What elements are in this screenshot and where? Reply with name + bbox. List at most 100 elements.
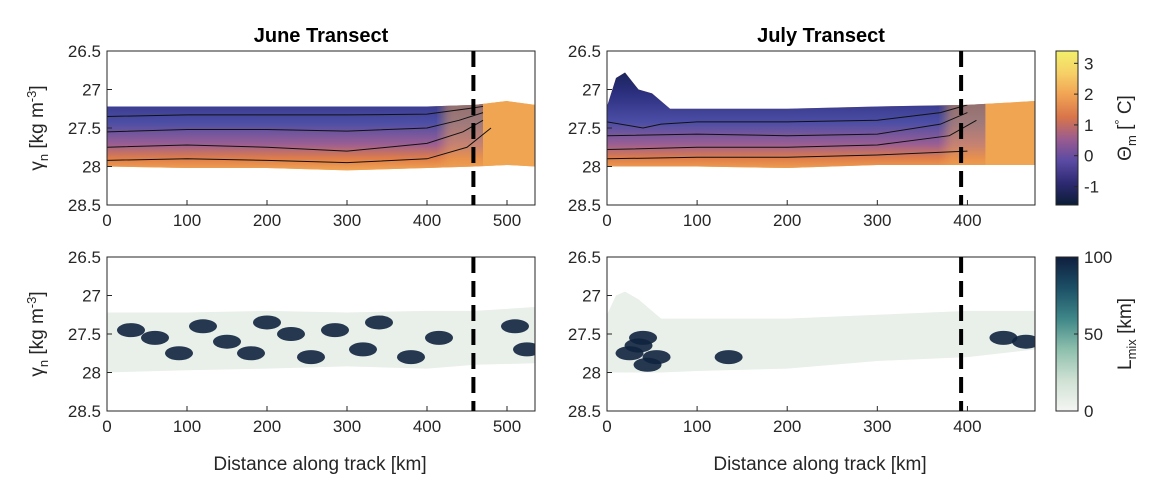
mixing-field xyxy=(615,330,1035,372)
high-mixing-blob-8 xyxy=(297,350,325,365)
x-tick-label: 400 xyxy=(953,417,981,436)
contour-line-2 xyxy=(107,119,484,152)
x-tick-label: 200 xyxy=(253,211,281,230)
high-mixing-blob-4 xyxy=(213,334,241,349)
high-mixing-blob-6 xyxy=(989,330,1018,345)
contour-line-3 xyxy=(607,150,968,160)
panel-june-lmix: 0 100 200 300 400 500 26.5 27 27.5 28 28.5 xyxy=(68,248,536,436)
x-tick-label: 400 xyxy=(953,211,981,230)
y-tick-label: 28 xyxy=(82,364,101,383)
ylabel-top-text: γn [kg m-3] xyxy=(24,85,51,170)
plot-area xyxy=(607,291,1035,373)
y-tick-label: 28 xyxy=(82,158,101,177)
colorbar-theta: 3 2 1 0 -1 xyxy=(1055,50,1099,206)
july-xlabel: Distance along track [km] xyxy=(713,454,926,475)
colorbar-tick-label: -1 xyxy=(1084,178,1099,197)
colorbar-fill xyxy=(1055,50,1079,206)
colorbar-tick-label: 50 xyxy=(1084,325,1103,344)
panel-july-lmix: 0 100 200 300 400 26.5 27 27.5 28 28.5 xyxy=(568,248,1036,436)
x-tick-label: 100 xyxy=(173,211,201,230)
high-mixing-blob-2 xyxy=(165,346,193,361)
x-tick-label: 200 xyxy=(253,417,281,436)
warm-water-layer xyxy=(483,101,535,171)
high-mixing-blob-7 xyxy=(277,327,305,341)
colorbar-lmix: 100 50 0 xyxy=(1055,248,1112,421)
high-mixing-blob-12 xyxy=(397,350,425,365)
y-tick-label: 27 xyxy=(82,81,101,100)
contour-line-0 xyxy=(607,104,968,129)
panel-june-theta: 0 100 200 300 400 500 26.5 27 27.5 28 28.5 xyxy=(68,42,536,230)
high-mixing-blob-1 xyxy=(141,330,169,345)
y-tick-label: 27.5 xyxy=(568,119,601,138)
x-tick-label: 0 xyxy=(602,417,611,436)
mixing-field xyxy=(117,315,535,365)
x-tick-label: 200 xyxy=(773,417,801,436)
high-mixing-blob-15 xyxy=(513,342,535,357)
x-tick-label: 500 xyxy=(493,211,521,230)
ylabel-bottom-text: γn [kg m-3] xyxy=(24,291,51,376)
high-mixing-blob-14 xyxy=(501,319,529,334)
y-tick-label: 26.5 xyxy=(568,248,601,267)
x-tick-label: 100 xyxy=(683,417,711,436)
y-tick-label: 28.5 xyxy=(68,196,101,215)
high-mixing-blob-9 xyxy=(321,323,349,338)
contour-line-2 xyxy=(607,119,977,151)
contour-line-0 xyxy=(107,105,484,117)
y-tick-label: 27 xyxy=(582,287,601,306)
x-tick-label: 500 xyxy=(493,417,521,436)
july-title: July Transect xyxy=(757,25,885,47)
high-mixing-blob-5 xyxy=(237,346,265,361)
y-tick-label: 26.5 xyxy=(568,42,601,61)
y-tick-label: 27.5 xyxy=(568,325,601,344)
contour-line-1 xyxy=(107,112,484,133)
lmix-label-text: Lmix [km] xyxy=(1115,298,1139,370)
colorbar-tick-label: 100 xyxy=(1084,248,1112,267)
colorbar-tick-label: 0 xyxy=(1084,147,1093,166)
plot-area xyxy=(107,307,535,373)
x-tick-label: 300 xyxy=(863,211,891,230)
high-mixing-blob-0 xyxy=(117,323,145,338)
june-xlabel: Distance along track [km] xyxy=(213,454,426,475)
x-tick-label: 0 xyxy=(102,211,111,230)
colorbar-tick-label: 0 xyxy=(1084,402,1093,421)
high-mixing-blob-11 xyxy=(365,315,393,330)
x-tick-label: 0 xyxy=(602,211,611,230)
temperature-field xyxy=(107,101,535,171)
high-mixing-blob-3 xyxy=(633,357,662,372)
panel-july-theta: 0 100 200 300 400 26.5 27 27.5 28 28.5 xyxy=(568,42,1036,230)
x-tick-label: 400 xyxy=(413,211,441,230)
x-tick-label: 0 xyxy=(102,417,111,436)
colorbar-tick-label: 3 xyxy=(1084,54,1093,73)
x-tick-label: 100 xyxy=(683,211,711,230)
x-tick-label: 100 xyxy=(173,417,201,436)
x-tick-label: 300 xyxy=(333,211,361,230)
y-tick-label: 27.5 xyxy=(68,325,101,344)
theta-label-text: Θm [° C] xyxy=(1112,95,1139,161)
data-coverage xyxy=(607,291,1035,373)
plot-area xyxy=(107,101,535,171)
warm-water-layer xyxy=(985,72,1035,169)
y-tick-label: 28.5 xyxy=(568,402,601,421)
y-tick-label: 28.5 xyxy=(568,196,601,215)
high-mixing-blob-13 xyxy=(425,330,453,345)
colorbar-lmix-label: Lmix [km] xyxy=(1115,298,1139,370)
y-tick-label: 28 xyxy=(582,364,601,383)
colorbar-tick-label: 2 xyxy=(1084,85,1093,104)
y-tick-label: 28.5 xyxy=(68,402,101,421)
contour-line-3 xyxy=(107,127,492,164)
x-tick-label: 300 xyxy=(863,417,891,436)
contour-line-1 xyxy=(607,112,968,137)
x-tick-label: 200 xyxy=(773,211,801,230)
y-tick-label: 26.5 xyxy=(68,248,101,267)
ylabel-bottom: γn [kg m-3] xyxy=(24,291,51,376)
plot-area xyxy=(607,72,1035,169)
y-tick-label: 27.5 xyxy=(68,119,101,138)
colorbar-theta-label: Θm [° C] xyxy=(1112,95,1139,161)
y-tick-label: 27 xyxy=(82,287,101,306)
high-mixing-blob-6 xyxy=(253,315,281,330)
high-mixing-blob-5 xyxy=(714,350,743,365)
high-mixing-blob-7 xyxy=(1011,334,1035,349)
data-coverage xyxy=(107,307,535,373)
cold-water-layer xyxy=(107,101,483,171)
